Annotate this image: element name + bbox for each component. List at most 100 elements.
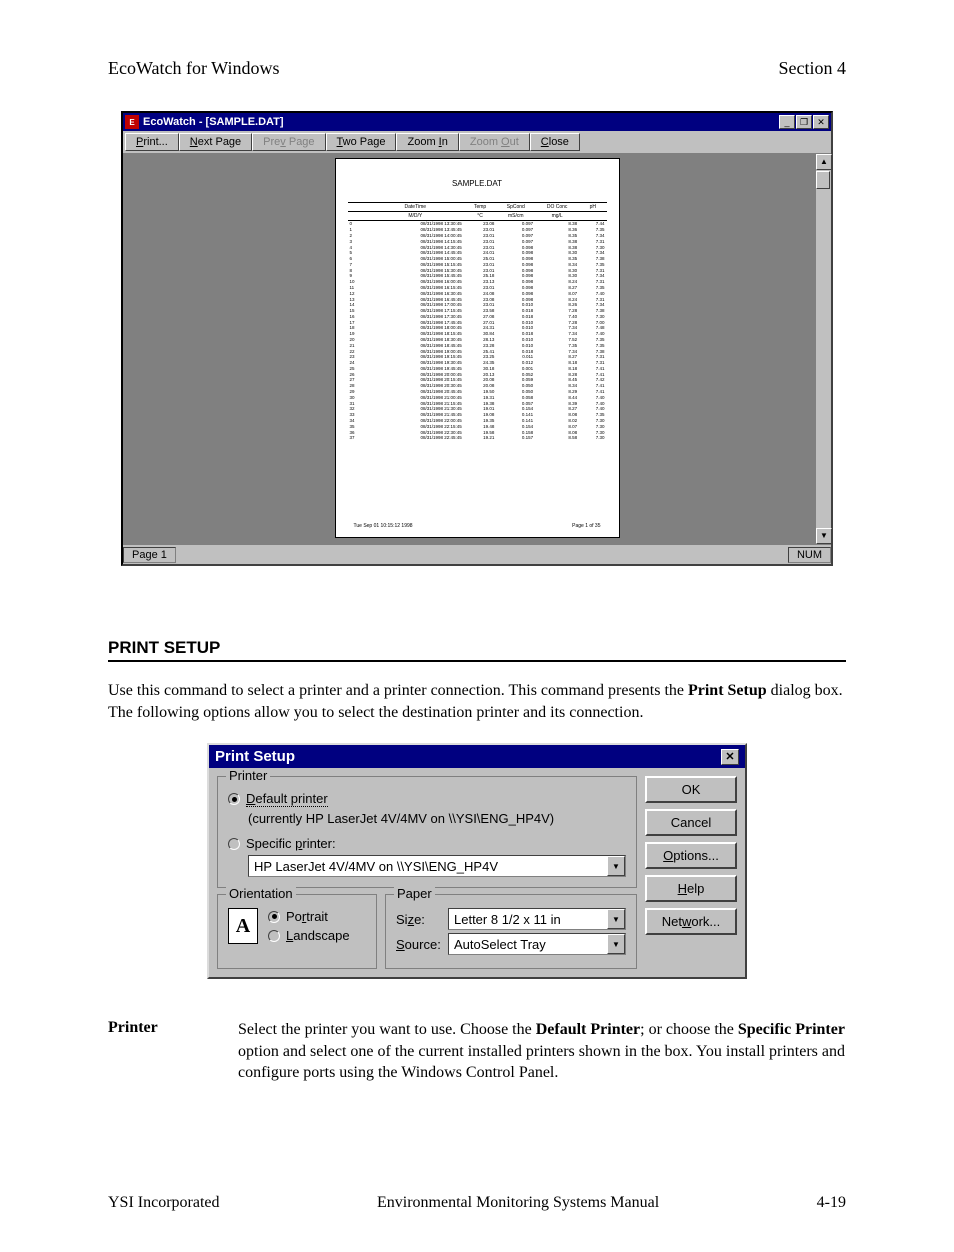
paper-legend: Paper bbox=[394, 886, 435, 901]
paper-size-value: Letter 8 1/2 x 11 in bbox=[449, 912, 607, 927]
min-button[interactable]: _ bbox=[779, 115, 795, 129]
printer-select[interactable]: HP LaserJet 4V/4MV on \\YSI\ENG_HP4V ▼ bbox=[248, 855, 626, 877]
paper-size-select[interactable]: Letter 8 1/2 x 11 in ▼ bbox=[448, 908, 626, 930]
cell: 0.157 bbox=[496, 435, 535, 441]
printer-legend: Printer bbox=[226, 768, 270, 783]
page-header: EcoWatch for Windows Section 4 bbox=[108, 58, 846, 79]
chevron-down-icon[interactable]: ▼ bbox=[607, 934, 625, 954]
help-button[interactable]: Help bbox=[645, 875, 737, 902]
col-unit bbox=[579, 212, 606, 221]
chevron-down-icon[interactable]: ▼ bbox=[607, 909, 625, 929]
max-button[interactable]: ❐ bbox=[796, 115, 812, 129]
cell: 37 bbox=[348, 435, 367, 441]
network-button[interactable]: Network... bbox=[645, 908, 737, 935]
preview-footer: Tue Sep 01 10:15:12 1998 Page 1 of 35 bbox=[348, 523, 607, 529]
footer-right: 4-19 bbox=[817, 1194, 846, 1212]
footer-center: Environmental Monitoring Systems Manual bbox=[377, 1194, 659, 1212]
printer-definition: Printer Select the printer you want to u… bbox=[108, 1019, 846, 1084]
zoomout-button: Zoom Out bbox=[459, 133, 530, 151]
col-header: DO Conc bbox=[535, 203, 579, 212]
para-b: Print Setup bbox=[688, 682, 767, 699]
cancel-button[interactable]: Cancel bbox=[645, 809, 737, 836]
printer-select-value: HP LaserJet 4V/4MV on \\YSI\ENG_HP4V bbox=[249, 859, 607, 874]
col-header: pH bbox=[579, 203, 606, 212]
scrollbar[interactable]: ▲ ▼ bbox=[815, 154, 831, 544]
paper-groupbox: Paper Size: Letter 8 1/2 x 11 in ▼ Sourc… bbox=[385, 894, 637, 969]
paper-source-select[interactable]: AutoSelect Tray ▼ bbox=[448, 933, 626, 955]
def-b: Default Printer bbox=[536, 1021, 640, 1038]
portrait-radio[interactable]: Portrait bbox=[268, 909, 350, 924]
def-e: option and select one of the current ins… bbox=[238, 1043, 845, 1082]
scroll-up-icon[interactable]: ▲ bbox=[816, 154, 832, 170]
scroll-down-icon[interactable]: ▼ bbox=[816, 528, 832, 544]
col-unit bbox=[348, 212, 367, 221]
landscape-label: Landscape bbox=[286, 928, 350, 943]
preview-foot-right: Page 1 of 35 bbox=[572, 523, 600, 529]
scroll-thumb[interactable] bbox=[816, 171, 830, 189]
table-row: 3708/31/1998 22:45:4519.210.1578.587.30 bbox=[348, 435, 607, 441]
cell: 8.58 bbox=[535, 435, 579, 441]
col-header: DateTime bbox=[367, 203, 464, 212]
statusbar: Page 1 NUM bbox=[123, 544, 831, 564]
landscape-radio[interactable]: Landscape bbox=[268, 928, 350, 943]
col-unit: °C bbox=[464, 212, 497, 221]
dialog-close-button[interactable]: ✕ bbox=[721, 749, 739, 765]
dialog-titlebar: Print Setup ✕ bbox=[209, 745, 745, 768]
paper-source-value: AutoSelect Tray bbox=[449, 937, 607, 952]
page-footer: YSI Incorporated Environmental Monitorin… bbox=[108, 1194, 846, 1212]
specific-printer-label: Specific printer: bbox=[246, 836, 336, 851]
definition-body: Select the printer you want to use. Choo… bbox=[238, 1019, 846, 1084]
orientation-legend: Orientation bbox=[226, 886, 296, 901]
col-header: Temp bbox=[464, 203, 497, 212]
cell: 7.30 bbox=[579, 435, 606, 441]
chevron-down-icon[interactable]: ▼ bbox=[607, 856, 625, 876]
section-heading: PRINT SETUP bbox=[108, 638, 846, 662]
zoomin-button[interactable]: Zoom In bbox=[396, 133, 458, 151]
status-page: Page 1 bbox=[123, 547, 176, 563]
dialog-title: Print Setup bbox=[215, 748, 295, 765]
print-button[interactable]: Print... bbox=[125, 133, 179, 151]
header-left: EcoWatch for Windows bbox=[108, 58, 279, 79]
col-header: SpCond bbox=[496, 203, 535, 212]
header-right: Section 4 bbox=[779, 58, 847, 79]
preview-foot-left: Tue Sep 01 10:15:12 1998 bbox=[354, 523, 413, 529]
col-unit: M/D/Y bbox=[367, 212, 464, 221]
toolbar: Print...Next PagePrev PageTwo PageZoom I… bbox=[123, 131, 831, 154]
options-button[interactable]: Options... bbox=[645, 842, 737, 869]
orientation-icon: A bbox=[228, 908, 258, 944]
orientation-groupbox: Orientation A Portrait Landscape bbox=[217, 894, 377, 969]
print-preview-page: SAMPLE.DAT DateTimeTempSpCondDO ConcpHM/… bbox=[335, 158, 620, 538]
current-printer-text: (currently HP LaserJet 4V/4MV on \\YSI\E… bbox=[248, 811, 626, 826]
titlebar: E EcoWatch - [SAMPLE.DAT] _ ❐ ✕ bbox=[123, 113, 831, 131]
col-unit: mS/cm bbox=[496, 212, 535, 221]
radio-icon bbox=[268, 911, 280, 923]
print-setup-dialog: Print Setup ✕ Printer Default printer (c… bbox=[207, 743, 747, 979]
ok-button[interactable]: OK bbox=[645, 776, 737, 803]
footer-left: YSI Incorporated bbox=[108, 1194, 220, 1212]
title-text: EcoWatch - [SAMPLE.DAT] bbox=[143, 116, 778, 128]
radio-icon bbox=[228, 793, 240, 805]
preview-table: DateTimeTempSpCondDO ConcpHM/D/Y°CmS/cmm… bbox=[348, 202, 607, 441]
client-area: SAMPLE.DAT DateTimeTempSpCondDO ConcpHM/… bbox=[123, 154, 831, 544]
section-paragraph: Use this command to select a printer and… bbox=[108, 680, 846, 723]
ecowatch-window: E EcoWatch - [SAMPLE.DAT] _ ❐ ✕ Print...… bbox=[121, 111, 833, 566]
cell: 19.21 bbox=[464, 435, 497, 441]
default-printer-label: efault printer bbox=[255, 791, 327, 806]
def-c: ; or choose the bbox=[640, 1021, 738, 1038]
default-printer-radio[interactable]: Default printer bbox=[228, 791, 626, 807]
next-button[interactable]: Next Page bbox=[179, 133, 252, 151]
close-button[interactable]: Close bbox=[530, 133, 580, 151]
paper-source-label: Source: bbox=[396, 937, 442, 952]
app-icon: E bbox=[125, 115, 139, 129]
para-a: Use this command to select a printer and… bbox=[108, 682, 688, 699]
def-a: Select the printer you want to use. Choo… bbox=[238, 1021, 536, 1038]
definition-term: Printer bbox=[108, 1019, 208, 1084]
close-button[interactable]: ✕ bbox=[813, 115, 829, 129]
radio-icon bbox=[228, 838, 240, 850]
radio-icon bbox=[268, 930, 280, 942]
printer-groupbox: Printer Default printer (currently HP La… bbox=[217, 776, 637, 888]
prev-button: Prev Page bbox=[252, 133, 325, 151]
specific-printer-radio[interactable]: Specific printer: bbox=[228, 836, 626, 851]
def-d: Specific Printer bbox=[738, 1021, 845, 1038]
twopage-button[interactable]: Two Page bbox=[326, 133, 397, 151]
